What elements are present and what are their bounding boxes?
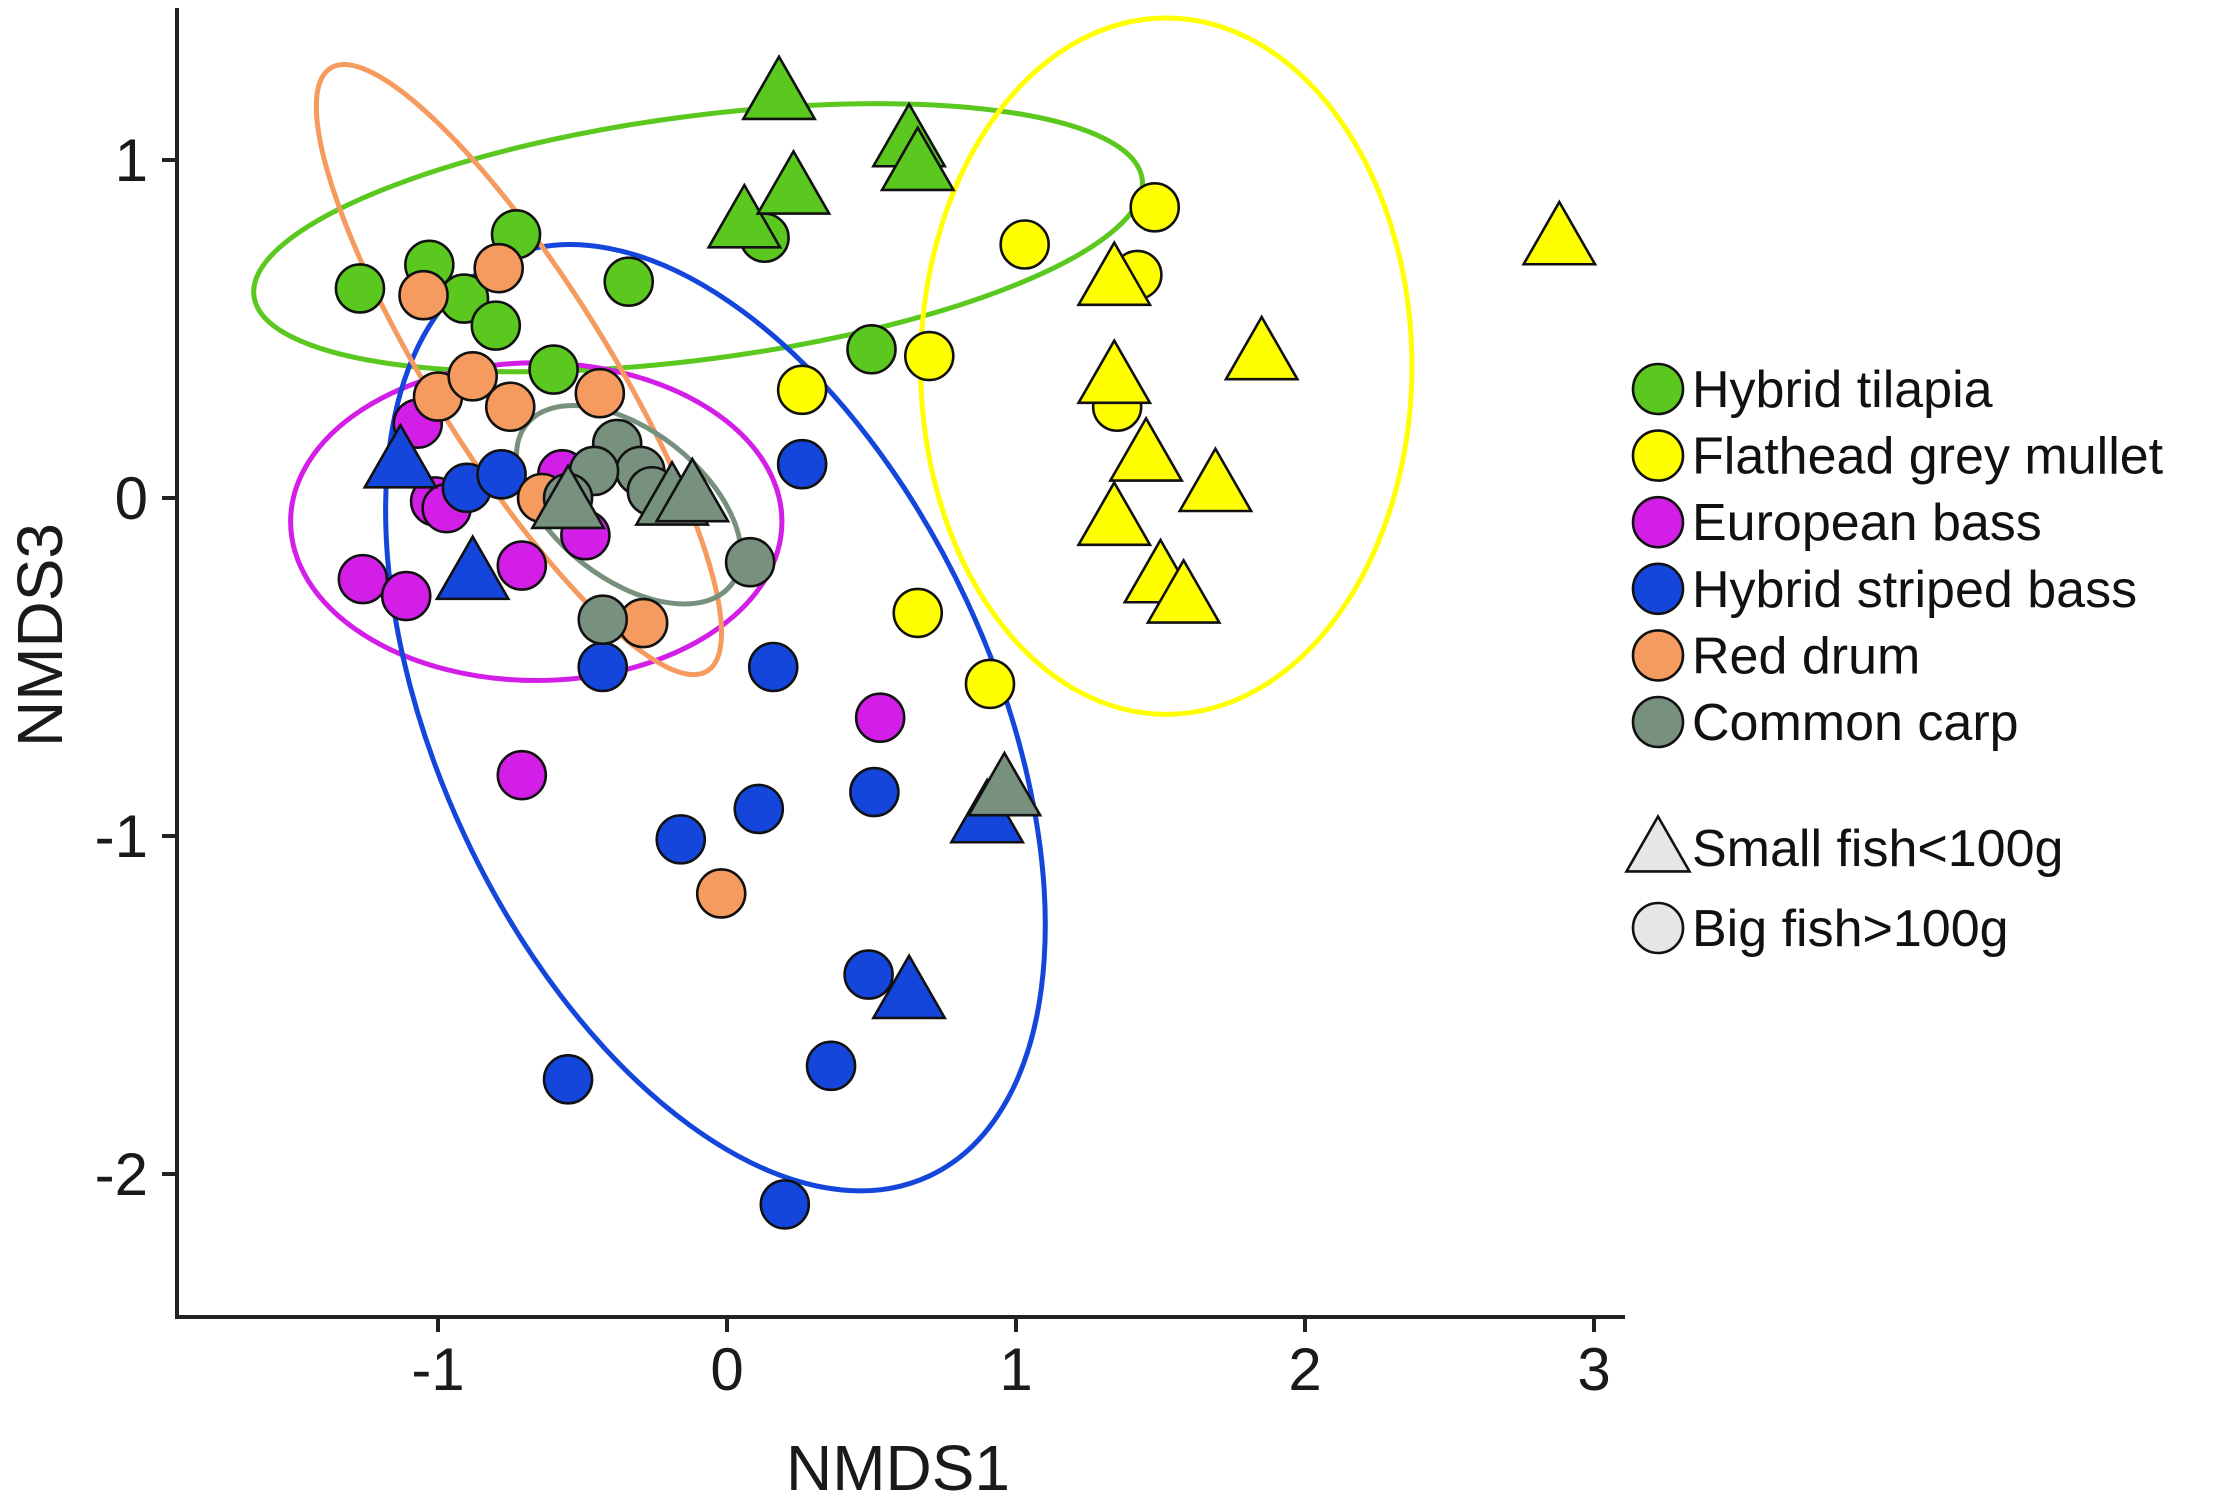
hybrid-striped-bass-big-fish-point — [843, 949, 894, 1000]
common-carp-small-fish-point — [966, 750, 1043, 817]
hybrid-tilapia-big-fish-point — [603, 256, 655, 307]
y-tick-label: 1 — [115, 127, 148, 194]
flathead-grey-mullet-big-fish-point — [999, 219, 1050, 270]
red-drum-big-fish-point — [574, 367, 626, 419]
flathead-grey-mullet-small-fish-point — [1177, 446, 1254, 513]
flathead-grey-mullet-small-fish-point — [1145, 557, 1222, 624]
flathead-grey-mullet-big-fish-point — [776, 364, 828, 416]
common-carp-big-fish-point — [724, 536, 776, 588]
big-fish-legend-key — [1631, 901, 1685, 955]
flathead-grey-mullet-legend-key — [1631, 429, 1685, 482]
red-drum-legend-label: Red drum — [1692, 627, 1920, 685]
flathead-grey-mullet-big-fish-point — [964, 658, 1016, 710]
hybrid-tilapia-big-fish-point — [470, 300, 522, 351]
hybrid-tilapia-small-fish-point — [879, 125, 956, 192]
big-fish-100g-legend-label: Big fish>100g — [1692, 900, 2009, 958]
flathead-grey-mullet-small-fish-point — [1076, 479, 1153, 547]
hybrid-striped-bass-big-fish-point — [733, 783, 785, 835]
hybrid-striped-bass-big-fish-point — [805, 1040, 857, 1092]
hybrid-striped-bass-small-fish-point — [871, 953, 948, 1020]
flathead-grey-mullet-legend-label: Flathead grey mullet — [1692, 428, 2164, 486]
red-drum-big-fish-point — [447, 351, 498, 402]
flathead-grey-mullet-small-fish-point — [1521, 199, 1598, 266]
hybrid-striped-bass-big-fish-point — [655, 814, 707, 865]
hybrid-striped-bass-small-fish-point — [434, 534, 511, 601]
common-carp-legend-key — [1631, 695, 1685, 749]
hybrid-tilapia-legend-key — [1631, 362, 1685, 416]
hybrid-striped-bass-big-fish-point — [542, 1054, 594, 1105]
hybrid-tilapia-small-fish-point — [706, 182, 783, 249]
flathead-grey-mullet-small-fish-point — [1108, 415, 1184, 482]
x-tick-label: 1 — [999, 1336, 1032, 1403]
common-carp-big-fish-point — [577, 594, 629, 645]
red-drum-legend-key — [1631, 629, 1685, 682]
hybrid-striped-bass-legend-label: Hybrid striped bass — [1692, 561, 2137, 619]
hybrid-tilapia-big-fish-point — [334, 263, 386, 314]
x-tick-label: -1 — [411, 1336, 464, 1403]
hybrid-tilapia-ellipse — [251, 101, 1146, 375]
points-layer — [334, 54, 1598, 1230]
common-carp-small-fish-point — [654, 456, 731, 523]
hybrid-striped-bass-big-fish-point — [759, 1179, 811, 1230]
hybrid-striped-bass-big-fish-point — [776, 438, 828, 490]
flathead-grey-mullet-small-fish-point — [1076, 239, 1153, 307]
european-bass-big-fish-point — [854, 692, 906, 744]
common-carp-legend-label: Common carp — [1692, 694, 2019, 752]
hybrid-striped-bass-big-fish-point — [849, 766, 900, 818]
hybrid-tilapia-legend-label: Hybrid tilapia — [1692, 361, 1993, 419]
flathead-grey-mullet-big-fish-point — [903, 330, 955, 382]
hybrid-striped-bass-big-fish-point — [747, 641, 799, 693]
hybrid-tilapia-small-fish-point — [755, 148, 832, 215]
red-drum-big-fish-point — [398, 269, 449, 321]
x-tick-label: 0 — [710, 1336, 743, 1403]
ticks-layer: -1 0 1 2 3 -2 -1 0 1 — [95, 127, 1611, 1403]
hybrid-striped-bass-big-fish-point — [577, 641, 629, 693]
european-bass-big-fish-point — [380, 570, 432, 622]
y-tick-label: -1 — [95, 803, 148, 870]
hybrid-tilapia-big-fish-point — [846, 323, 897, 375]
y-tick-label: -2 — [95, 1141, 148, 1208]
small-fish-legend-key — [1624, 813, 1692, 873]
european-bass-legend-label: European bass — [1692, 494, 2042, 552]
x-tick-label: 3 — [1577, 1336, 1610, 1403]
common-carp-small-fish-point — [530, 463, 606, 530]
hybrid-tilapia-big-fish-point — [528, 344, 579, 395]
flathead-grey-mullet-big-fish-point — [1129, 182, 1181, 233]
european-bass-big-fish-point — [496, 749, 548, 801]
red-drum-big-fish-point — [695, 868, 747, 919]
hybrid-tilapia-small-fish-point — [741, 54, 817, 121]
red-drum-big-fish-point — [473, 242, 524, 294]
x-tick-label: 2 — [1288, 1336, 1321, 1403]
hybrid-striped-bass-ellipse — [383, 242, 1048, 1194]
european-bass-big-fish-point — [337, 553, 389, 605]
hybrid-striped-bass-big-fish-point — [476, 449, 527, 500]
flathead-grey-mullet-big-fish-point — [892, 587, 944, 639]
european-bass-big-fish-point — [496, 540, 548, 591]
hybrid-striped-bass-small-fish-point — [362, 422, 439, 489]
european-bass-legend-key — [1631, 495, 1685, 549]
red-drum-big-fish-point — [484, 381, 536, 433]
flathead-grey-mullet-small-fish-point — [1076, 338, 1153, 405]
y-axis-title: NMDS3 — [4, 523, 76, 747]
small-fish-100g-legend-label: Small fish<100g — [1692, 820, 2063, 878]
hybrid-striped-bass-legend-key — [1631, 562, 1685, 616]
x-axis-title: NMDS1 — [786, 1432, 1010, 1504]
legend: Hybrid tilapia Flathead grey mullet Europe… — [1624, 361, 2164, 958]
y-tick-label: 0 — [115, 465, 148, 532]
flathead-grey-mullet-small-fish-point — [1223, 314, 1300, 381]
